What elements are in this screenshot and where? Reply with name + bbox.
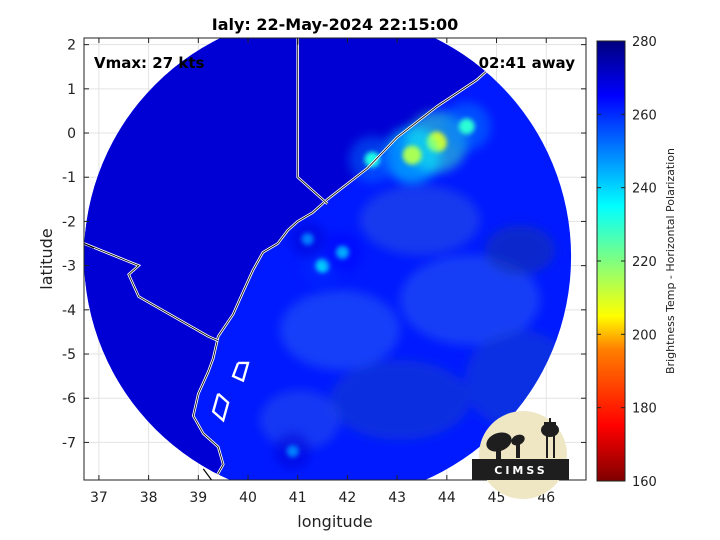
colorbar-tick-label: 240 (632, 182, 657, 197)
colorbar-label: Brightness Temp - Horizontal Polarizatio… (664, 148, 677, 374)
border-line-edge (297, 38, 328, 205)
plot-area: 37 38 39 40 41 42 43 44 45 46 210-1-2-3-4-5-6-7 V… (62, 37, 587, 506)
logo-text: CIMSS (494, 464, 547, 477)
y-tick-label: -4 (62, 303, 76, 319)
x-tick-label: 39 (189, 490, 207, 506)
y-tick-label: 0 (67, 126, 76, 142)
colorbar-tick-label: 220 (632, 255, 657, 270)
vmax-annotation: Vmax: 27 kts (94, 54, 204, 72)
logo-banner (472, 459, 569, 480)
colorbar-ticks: 280 260 240 220 200 180 160 (597, 35, 657, 490)
colorbar-tick-label: 180 (632, 402, 657, 417)
y-tick-label: -1 (62, 170, 76, 186)
hotspot (301, 233, 314, 246)
y-axis-ticks: 2 1 0 -1 -2 -3 -4 -5 -6 -7 (62, 38, 586, 451)
hotspots (274, 102, 491, 470)
x-tick-label: 41 (289, 490, 307, 506)
chart-title: Ialy: 22-May-2024 22:15:00 (212, 15, 459, 34)
island (231, 361, 250, 383)
hotspot (402, 145, 422, 165)
y-tick-label: -3 (62, 259, 76, 275)
x-axis-label: longitude (297, 512, 372, 531)
border-outside (84, 242, 95, 249)
colorbar: 280 260 240 220 200 180 160 Brightness Temp - … (596, 35, 677, 490)
x-tick-label: 45 (488, 490, 506, 506)
hotspot (364, 151, 381, 168)
hotspot (286, 445, 299, 458)
distance-annotation: 02:41 away (479, 54, 576, 72)
x-axis-ticks: 37 38 39 40 41 42 43 44 45 46 (90, 38, 555, 506)
cimss-logo: CIMSS (472, 411, 569, 499)
x-tick-label: 44 (438, 490, 456, 506)
y-tick-label: -7 (62, 435, 76, 451)
colorbar-gradient (596, 40, 626, 482)
hotspot (335, 245, 349, 259)
y-tick-label: -2 (62, 214, 76, 230)
x-tick-label: 37 (90, 490, 108, 506)
plot-frame (83, 37, 587, 481)
brightness-field (84, 38, 572, 480)
colorbar-tick-label: 260 (632, 108, 657, 123)
y-tick-label: -6 (62, 391, 76, 407)
y-axis-label: latitude (37, 228, 56, 289)
coastline-edge (192, 38, 527, 480)
x-tick-label: 43 (388, 490, 406, 506)
x-tick-label: 42 (339, 490, 357, 506)
colorbar-tick-label: 160 (632, 475, 657, 490)
land-region (84, 38, 527, 480)
border-line-edge (84, 243, 219, 342)
colorbar-tick-label: 200 (632, 328, 657, 343)
x-tick-label: 40 (239, 490, 257, 506)
y-tick-label: 1 (67, 82, 76, 98)
hotspot (458, 118, 475, 135)
island (211, 392, 230, 423)
y-tick-label: -5 (62, 347, 76, 363)
logo-icons (486, 418, 559, 460)
y-tick-label: 2 (67, 38, 76, 54)
x-tick-label: 38 (140, 490, 158, 506)
colorbar-tick-label: 280 (632, 35, 657, 50)
